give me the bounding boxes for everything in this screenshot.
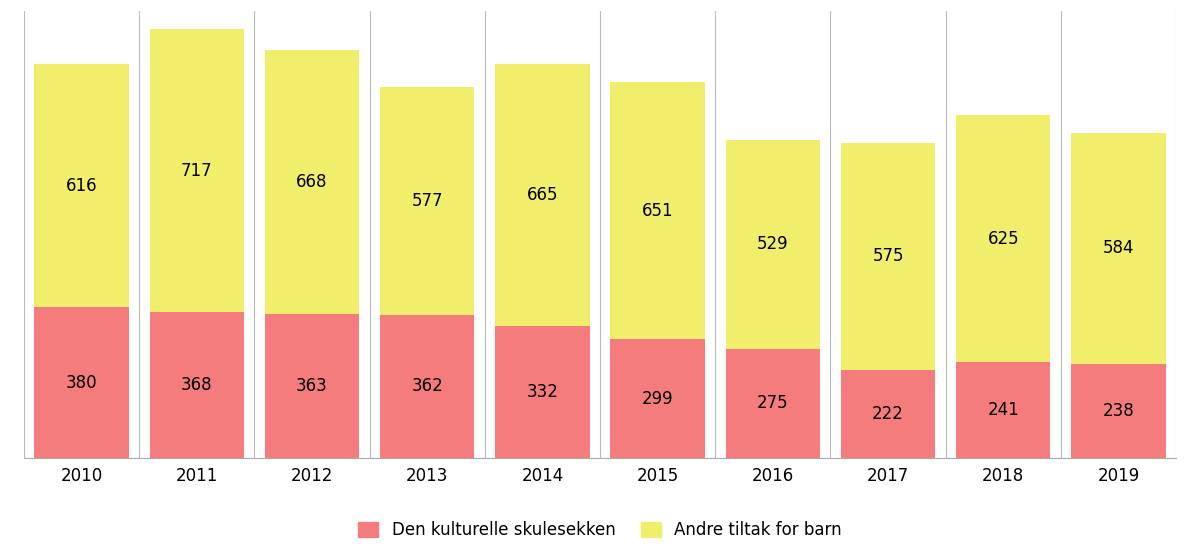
Bar [35,307,128,458]
Bar [726,140,820,349]
Text: 529: 529 [757,235,788,253]
Bar [35,64,128,307]
Text: 717: 717 [181,162,212,180]
Text: 363: 363 [296,377,328,395]
Text: 577: 577 [412,191,443,210]
Text: 368: 368 [181,376,212,394]
Bar [611,82,704,339]
Bar [150,29,244,312]
Text: 362: 362 [412,377,443,395]
Bar [380,315,474,458]
Bar [611,339,704,458]
Text: 665: 665 [527,186,558,204]
Text: 651: 651 [642,202,673,220]
Bar [841,370,935,458]
Text: 222: 222 [872,405,904,423]
Bar [496,326,589,458]
Bar [956,362,1050,458]
Bar [726,349,820,458]
Text: 241: 241 [988,401,1019,419]
Bar [265,314,359,458]
Bar [265,50,359,314]
Text: 625: 625 [988,230,1019,248]
Text: 299: 299 [642,389,673,407]
Text: 275: 275 [757,395,788,412]
Bar [150,312,244,458]
Bar [841,143,935,370]
Bar [1072,133,1165,364]
Text: 668: 668 [296,173,328,191]
Text: 575: 575 [872,247,904,265]
Text: 616: 616 [66,177,97,195]
Bar [496,64,589,326]
Text: 238: 238 [1103,402,1134,420]
Text: 584: 584 [1103,239,1134,257]
Text: 380: 380 [66,373,97,392]
Bar [956,116,1050,362]
Bar [380,86,474,315]
Text: 332: 332 [527,383,558,401]
Legend: Den kulturelle skulesekken, Andre tiltak for barn: Den kulturelle skulesekken, Andre tiltak… [350,513,850,547]
Bar [1072,364,1165,458]
